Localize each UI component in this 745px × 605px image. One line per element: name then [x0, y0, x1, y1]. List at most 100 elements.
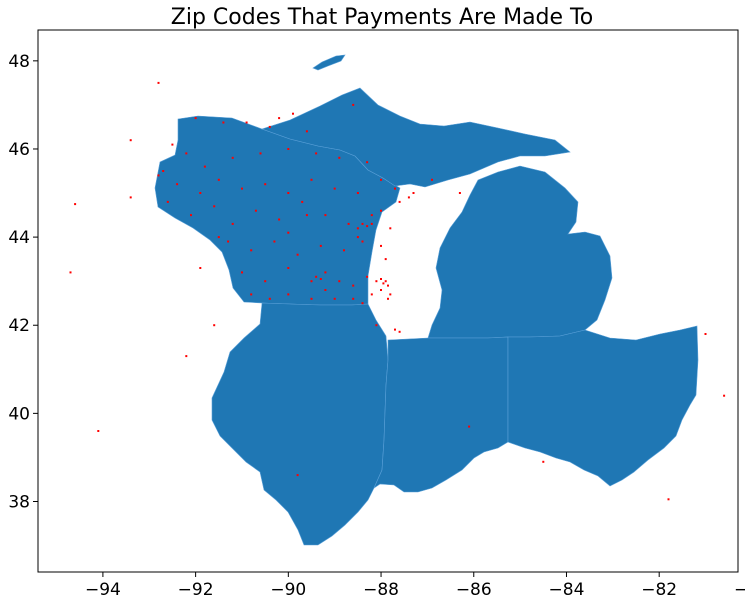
y-tick-label: 42	[8, 316, 30, 336]
zip-point	[199, 192, 202, 194]
zip-point	[394, 328, 396, 331]
zip-point	[361, 240, 364, 243]
zip-point	[250, 249, 253, 252]
zip-point	[213, 324, 216, 327]
region-michigan-upper	[261, 87, 571, 188]
zip-point	[166, 200, 169, 203]
region-isle-royale	[312, 54, 346, 71]
zip-point	[370, 222, 373, 225]
zip-point	[704, 333, 707, 335]
x-tick-label: −88	[363, 580, 399, 600]
zip-point	[324, 289, 327, 291]
chart-title: Zip Codes That Payments Are Made To	[171, 5, 593, 30]
zip-point	[287, 293, 290, 296]
zip-point	[287, 231, 290, 234]
zip-point	[361, 222, 364, 225]
zip-point	[194, 117, 197, 120]
zip-point	[370, 293, 373, 296]
zip-point	[431, 178, 433, 181]
zip-point	[375, 280, 378, 283]
zip-point	[384, 258, 387, 261]
zip-point	[398, 200, 401, 203]
zip-point	[254, 209, 257, 212]
y-tick-label: 46	[8, 140, 30, 160]
zip-point	[296, 474, 299, 477]
zip-point	[333, 187, 336, 190]
zip-point	[190, 214, 192, 217]
zip-point	[412, 192, 415, 194]
zip-point	[287, 148, 290, 150]
zip-point	[129, 139, 132, 142]
y-tick-label: 44	[8, 228, 30, 248]
region-michigan-lower	[427, 165, 613, 339]
zip-point	[245, 121, 248, 124]
zip-point	[723, 394, 726, 397]
plot-frame	[37, 29, 739, 573]
zip-point	[380, 289, 382, 291]
zip-points	[69, 81, 726, 501]
zip-point	[305, 214, 308, 217]
y-tick-label: 38	[8, 492, 30, 512]
zip-point	[352, 103, 355, 106]
zip-point	[375, 324, 378, 327]
zip-point	[69, 271, 72, 274]
zip-point	[324, 214, 327, 217]
zip-point	[352, 297, 355, 300]
zip-point	[319, 278, 322, 280]
y-tick-label: 40	[8, 404, 30, 424]
x-tick-label: −94	[85, 580, 121, 600]
zip-point	[310, 178, 313, 181]
zip-point	[366, 275, 369, 278]
zip-point	[222, 121, 225, 124]
zip-point	[389, 227, 392, 230]
x-tick-label: −84	[549, 580, 585, 600]
region-ohio	[507, 325, 699, 487]
zip-point	[287, 192, 290, 194]
zip-point	[380, 278, 382, 280]
region-indiana	[373, 336, 509, 493]
zip-point	[264, 280, 267, 283]
zip-point	[324, 271, 327, 274]
zip-point	[407, 196, 410, 199]
region-illinois	[211, 302, 389, 546]
zip-point	[315, 152, 318, 155]
zip-point	[278, 218, 281, 221]
zip-point	[227, 240, 230, 243]
zip-point	[366, 225, 369, 228]
zip-point	[356, 227, 359, 230]
zip-point	[389, 293, 392, 296]
zip-point	[213, 205, 216, 208]
zip-point	[185, 355, 188, 358]
zip-point	[199, 267, 202, 269]
y-tick-label: 48	[8, 52, 30, 72]
zip-point	[315, 275, 318, 278]
zip-point	[667, 498, 670, 501]
zip-point	[217, 236, 220, 239]
zip-point	[352, 284, 355, 287]
zip-point	[231, 156, 234, 159]
zip-point	[338, 280, 341, 283]
zip-point	[203, 165, 206, 168]
zip-point	[468, 425, 471, 428]
zip-point	[185, 152, 188, 155]
zip-point	[310, 280, 313, 283]
zip-point	[458, 192, 461, 194]
zip-point	[387, 284, 389, 287]
zip-point	[241, 187, 243, 190]
zip-point	[273, 240, 276, 243]
zip-point	[74, 203, 77, 206]
zip-point	[97, 430, 100, 432]
zip-point	[382, 282, 385, 285]
zip-point	[176, 183, 179, 186]
zip-point	[292, 112, 294, 115]
y-axis: 38 40 42 44 46 48	[8, 52, 38, 512]
zip-point	[129, 196, 132, 199]
zip-point	[380, 244, 382, 247]
zip-point	[370, 214, 373, 217]
zip-point	[157, 174, 160, 177]
zip-point	[361, 302, 364, 305]
x-tick-label: −80	[734, 580, 745, 600]
zip-point	[259, 152, 262, 155]
x-tick-label: −92	[178, 580, 214, 600]
